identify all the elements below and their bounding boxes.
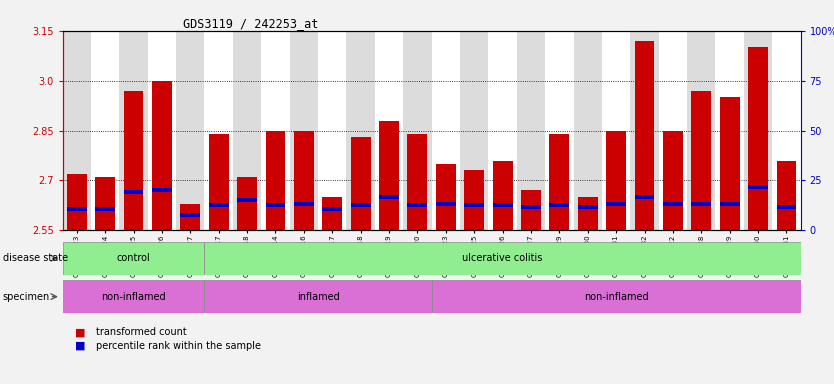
Bar [67,174,87,230]
Bar [578,205,598,209]
Bar [350,204,370,207]
Bar [148,31,176,230]
Text: percentile rank within the sample: percentile rank within the sample [96,341,261,351]
Bar [123,91,143,230]
Bar [635,195,655,199]
Bar [720,202,740,206]
Bar [322,197,342,230]
Bar [237,199,257,202]
Bar [720,97,740,230]
Bar [67,207,87,211]
Bar [517,31,545,230]
Bar [63,242,204,275]
Bar [716,31,744,230]
Bar [550,134,570,230]
Bar [176,31,204,230]
Text: inflamed: inflamed [297,291,339,302]
Bar [63,31,91,230]
Bar [744,31,772,230]
Bar [208,134,229,230]
Bar [545,31,574,230]
Bar [237,177,257,230]
Bar [294,131,314,230]
Bar [204,242,801,275]
Text: non-inflamed: non-inflamed [101,291,166,302]
Bar [460,31,489,230]
Bar [408,134,427,230]
Bar [493,204,513,207]
Bar [691,91,711,230]
Bar [432,280,801,313]
Bar [152,81,172,230]
Bar [180,204,200,230]
Bar [119,31,148,230]
Bar [521,190,541,230]
Bar [772,31,801,230]
Bar [123,190,143,194]
Text: disease state: disease state [3,253,68,263]
Bar [493,161,513,230]
Bar [91,31,119,230]
Bar [350,137,370,230]
Bar [489,31,517,230]
Bar [663,131,683,230]
Text: specimen: specimen [3,291,50,302]
Bar [687,31,716,230]
Bar [574,31,602,230]
Bar [635,41,655,230]
Bar [379,195,399,199]
Bar [606,131,626,230]
Text: GDS3119 / 242253_at: GDS3119 / 242253_at [183,17,319,30]
Bar [261,31,289,230]
Bar [346,31,374,230]
Bar [465,170,484,230]
Bar [208,204,229,207]
Bar [322,207,342,211]
Text: ■: ■ [75,341,86,351]
Bar [436,164,455,230]
Bar [289,31,318,230]
Bar [436,202,455,206]
Bar [606,202,626,206]
Bar [578,197,598,230]
Bar [748,47,768,230]
Bar [374,31,403,230]
Bar [602,31,631,230]
Bar [521,205,541,209]
Bar [63,280,204,313]
Bar [152,189,172,192]
Bar [691,202,711,206]
Text: ■: ■ [75,327,86,337]
Text: non-inflamed: non-inflamed [584,291,648,302]
Bar [663,202,683,206]
Bar [265,131,285,230]
Text: ulcerative colitis: ulcerative colitis [462,253,543,263]
Bar [95,177,115,230]
Bar [265,204,285,207]
Bar [776,205,796,209]
Bar [432,31,460,230]
Bar [550,204,570,207]
Bar [776,161,796,230]
Bar [318,31,346,230]
Text: control: control [117,253,150,263]
Bar [659,31,687,230]
Bar [95,207,115,211]
Bar [204,280,432,313]
Bar [294,202,314,206]
Bar [180,214,200,217]
Bar [465,204,484,207]
Bar [631,31,659,230]
Bar [403,31,432,230]
Text: transformed count: transformed count [96,327,187,337]
Bar [233,31,261,230]
Bar [748,185,768,189]
Bar [379,121,399,230]
Bar [408,204,427,207]
Bar [204,31,233,230]
